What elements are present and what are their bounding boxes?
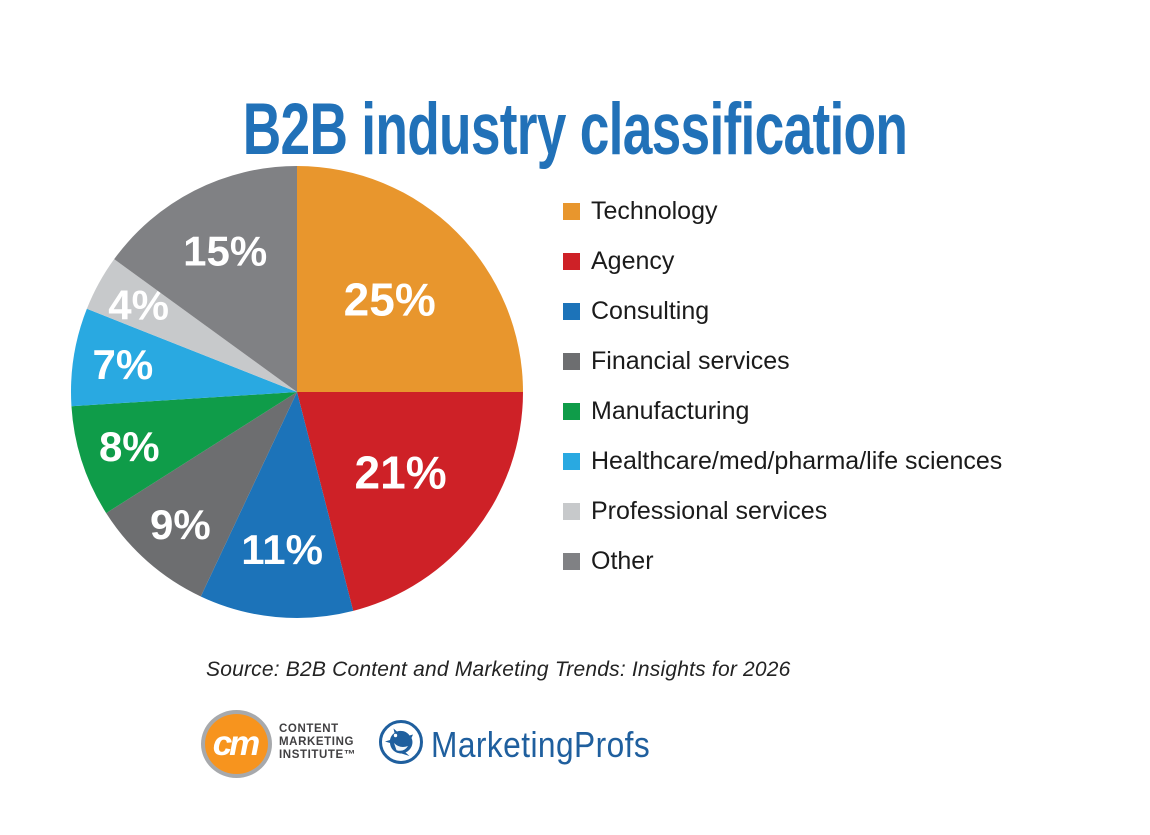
cmi-logo-line: MARKETING (279, 735, 355, 748)
pie-slice-label: 21% (355, 446, 447, 498)
pie-slice-label: 8% (99, 423, 160, 470)
cmi-logo-line: INSTITUTE™ (279, 748, 356, 761)
legend-item: Financial services (563, 336, 1002, 386)
legend-label: Professional services (591, 496, 828, 525)
legend-item: Technology (563, 186, 1002, 236)
legend-label: Agency (591, 246, 675, 275)
pie-slice (114, 166, 297, 392)
cmi-logo: cm CONTENT MARKETING INSTITUTE™ (201, 710, 356, 778)
legend-label: Other (591, 546, 654, 575)
legend-label: Financial services (591, 346, 790, 375)
legend-swatch-icon (563, 302, 580, 320)
legend-swatch-icon (563, 452, 580, 470)
pie-slice-label: 7% (93, 341, 154, 388)
legend-item: Other (563, 536, 1002, 586)
legend-item: Consulting (563, 286, 1002, 336)
legend-swatch-icon (563, 552, 580, 570)
cmi-monogram-icon: cm (201, 710, 272, 778)
legend-label: Manufacturing (591, 396, 750, 425)
pie-slice (106, 392, 298, 597)
legend-swatch-icon (563, 202, 580, 220)
legend-label: Technology (591, 196, 718, 225)
pie-slice-label: 9% (150, 501, 211, 548)
pie-slice-label: 11% (241, 526, 323, 573)
legend-item: Manufacturing (563, 386, 1002, 436)
pie-slice-label: 25% (344, 273, 436, 325)
dove-icon (378, 719, 424, 770)
legend-swatch-icon (563, 502, 580, 520)
legend-item: Professional services (563, 486, 1002, 536)
pie-slice-label: 15% (183, 228, 267, 275)
legend-item: Healthcare/med/pharma/life sciences (563, 436, 1002, 486)
pie-slice (71, 392, 297, 514)
pie-slice (297, 392, 523, 611)
pie-slice (297, 166, 523, 392)
source-note: Source: B2B Content and Marketing Trends… (206, 658, 791, 681)
legend-swatch-icon (563, 252, 580, 270)
page-title: B2B industry classification (242, 88, 908, 170)
marketingprofs-wordmark: MarketingProfs (431, 723, 651, 765)
pie-slice (71, 308, 298, 407)
pie-slice (200, 392, 354, 618)
legend-item: Agency (563, 236, 1002, 286)
legend-label: Healthcare/med/pharma/life sciences (591, 446, 1003, 475)
marketingprofs-logo: MarketingProfs (378, 719, 680, 770)
pie-chart: 25% 21% 11% 9% 8% 7% 4% 15% (64, 159, 530, 625)
legend: Technology Agency Consulting Financial serv… (563, 186, 1002, 586)
pie-slice (86, 259, 298, 392)
legend-swatch-icon (563, 352, 580, 370)
pie-chart-svg: 25%21%11%9%8%7%4%15% (71, 166, 523, 618)
legend-label: Consulting (591, 296, 710, 325)
cmi-logo-line: CONTENT (279, 723, 339, 735)
cmi-logo-text: CONTENT MARKETING INSTITUTE™ (279, 710, 356, 778)
legend-swatch-icon (563, 402, 580, 420)
